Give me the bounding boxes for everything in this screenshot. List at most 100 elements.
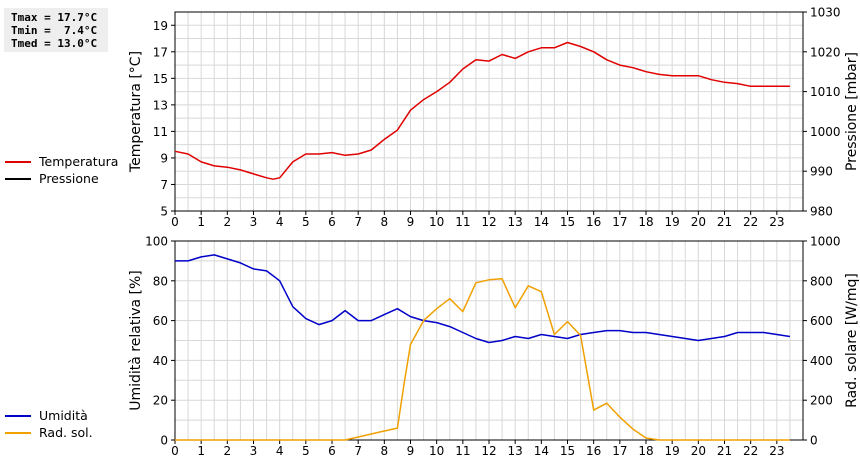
legend-swatch-solar [5, 431, 31, 434]
y2-tick-label: 1030 [810, 6, 841, 20]
x-tick-label: 12 [481, 444, 496, 458]
x-tick-label: 21 [717, 215, 732, 229]
x-tick-label: 10 [429, 215, 444, 229]
y2-tick-label: 400 [810, 354, 833, 368]
y2-axis-label: Pressione [mbar] [844, 52, 860, 171]
x-tick-label: 7 [354, 444, 362, 458]
y-tick-label: 20 [153, 394, 168, 408]
x-tick-label: 11 [455, 215, 470, 229]
legend-label-humidity: Umidità [39, 408, 88, 423]
y-axis-label: Umidità relativa [%] [128, 270, 144, 411]
legend-top: Temperatura Pressione [5, 153, 118, 187]
y2-axis-label: Rad. solare [W/mq] [844, 273, 860, 408]
y-tick-label: 5 [160, 205, 168, 219]
series-line-temperatura [174, 41, 790, 180]
legend-swatch-temperature [5, 160, 31, 163]
x-tick-label: 14 [534, 444, 549, 458]
y2-tick-label: 1000 [810, 125, 841, 139]
legend-label-solar: Rad. sol. [39, 425, 93, 440]
x-tick-label: 8 [381, 444, 389, 458]
x-tick-label: 17 [612, 215, 627, 229]
x-tick-label: 13 [508, 444, 523, 458]
x-tick-label: 20 [691, 215, 706, 229]
x-tick-label: 22 [743, 215, 758, 229]
legend-item-solar: Rad. sol. [5, 424, 93, 441]
legend-swatch-pressure [5, 177, 31, 180]
x-tick-label: 0 [171, 215, 179, 229]
y-tick-label: 80 [153, 274, 168, 288]
y2-tick-label: 0 [810, 434, 818, 448]
y2-tick-label: 990 [810, 165, 833, 179]
x-tick-label: 4 [276, 444, 284, 458]
x-tick-label: 23 [769, 444, 784, 458]
x-tick-label: 5 [302, 215, 310, 229]
x-tick-label: 1 [197, 215, 205, 229]
x-tick-label: 11 [455, 444, 470, 458]
x-tick-label: 14 [534, 215, 549, 229]
series-line-rad-sol [175, 278, 790, 441]
legend-item-temperature: Temperatura [5, 153, 118, 170]
y-tick-label: 60 [153, 314, 168, 328]
legend-label-temperature: Temperatura [39, 154, 119, 169]
chart-panel-1: 0 1 2 3 4 5 6 7 8 9 10 11 12 13 14 15 16 17 18 19 20 21 22 2357… [128, 6, 860, 230]
x-tick-label: 21 [717, 444, 732, 458]
x-tick-label: 10 [429, 444, 444, 458]
stats-tmin: Tmin = 7.4°C [11, 24, 98, 37]
stats-box: Tmax = 17.7°C Tmin = 7.4°C Tmed = 13.0°C [4, 8, 108, 52]
series-line-umidit [175, 254, 791, 344]
x-tick-label: 7 [354, 215, 362, 229]
y-tick-label: 17 [153, 45, 168, 59]
y-tick-label: 40 [153, 354, 168, 368]
x-tick-label: 16 [586, 444, 601, 458]
x-tick-label: 23 [769, 215, 784, 229]
y2-tick-label: 1000 [810, 235, 841, 249]
legend-item-pressure: Pressione [5, 170, 118, 187]
x-tick-label: 6 [328, 444, 336, 458]
x-tick-label: 6 [328, 215, 336, 229]
y-tick-label: 11 [153, 125, 168, 139]
chart-panel-2: 0 1 2 3 4 5 6 7 8 9 10 11 12 13 14 15 16 17 18 19 20 21 22 2302… [128, 235, 860, 459]
legend-item-humidity: Umidità [5, 407, 93, 424]
x-tick-label: 20 [691, 444, 706, 458]
x-tick-label: 15 [560, 444, 575, 458]
x-tick-label: 17 [612, 444, 627, 458]
x-tick-label: 9 [407, 444, 415, 458]
y-tick-label: 9 [160, 151, 168, 165]
x-tick-label: 3 [250, 444, 258, 458]
y2-tick-label: 1020 [810, 45, 841, 59]
x-tick-label: 1 [197, 444, 205, 458]
y-tick-label: 19 [153, 19, 168, 33]
x-tick-label: 3 [250, 215, 258, 229]
x-tick-label: 2 [224, 444, 232, 458]
legend-bottom: Umidità Rad. sol. [5, 407, 93, 441]
stats-tmed: Tmed = 13.0°C [11, 37, 98, 50]
x-tick-label: 15 [560, 215, 575, 229]
y-tick-label: 0 [160, 434, 168, 448]
x-tick-label: 9 [407, 215, 415, 229]
stats-tmax: Tmax = 17.7°C [11, 11, 98, 24]
legend-swatch-humidity [5, 414, 31, 417]
x-tick-label: 18 [638, 215, 653, 229]
y-tick-label: 7 [160, 178, 168, 192]
x-tick-label: 19 [665, 444, 680, 458]
x-tick-label: 8 [381, 215, 389, 229]
x-tick-label: 12 [481, 215, 496, 229]
y2-tick-label: 980 [810, 205, 833, 219]
y-tick-label: 13 [153, 98, 168, 112]
x-tick-label: 0 [171, 444, 179, 458]
y-tick-label: 100 [145, 235, 168, 249]
y2-tick-label: 800 [810, 274, 833, 288]
legend-label-pressure: Pressione [39, 171, 99, 186]
y-axis-label: Temperatura [°C] [128, 51, 144, 173]
y-tick-label: 15 [153, 72, 168, 86]
x-tick-label: 5 [302, 444, 310, 458]
x-tick-label: 22 [743, 444, 758, 458]
x-tick-label: 2 [224, 215, 232, 229]
x-tick-label: 19 [665, 215, 680, 229]
y2-tick-label: 1010 [810, 85, 841, 99]
y2-tick-label: 600 [810, 314, 833, 328]
x-tick-label: 4 [276, 215, 284, 229]
x-tick-label: 18 [638, 444, 653, 458]
y2-tick-label: 200 [810, 394, 833, 408]
